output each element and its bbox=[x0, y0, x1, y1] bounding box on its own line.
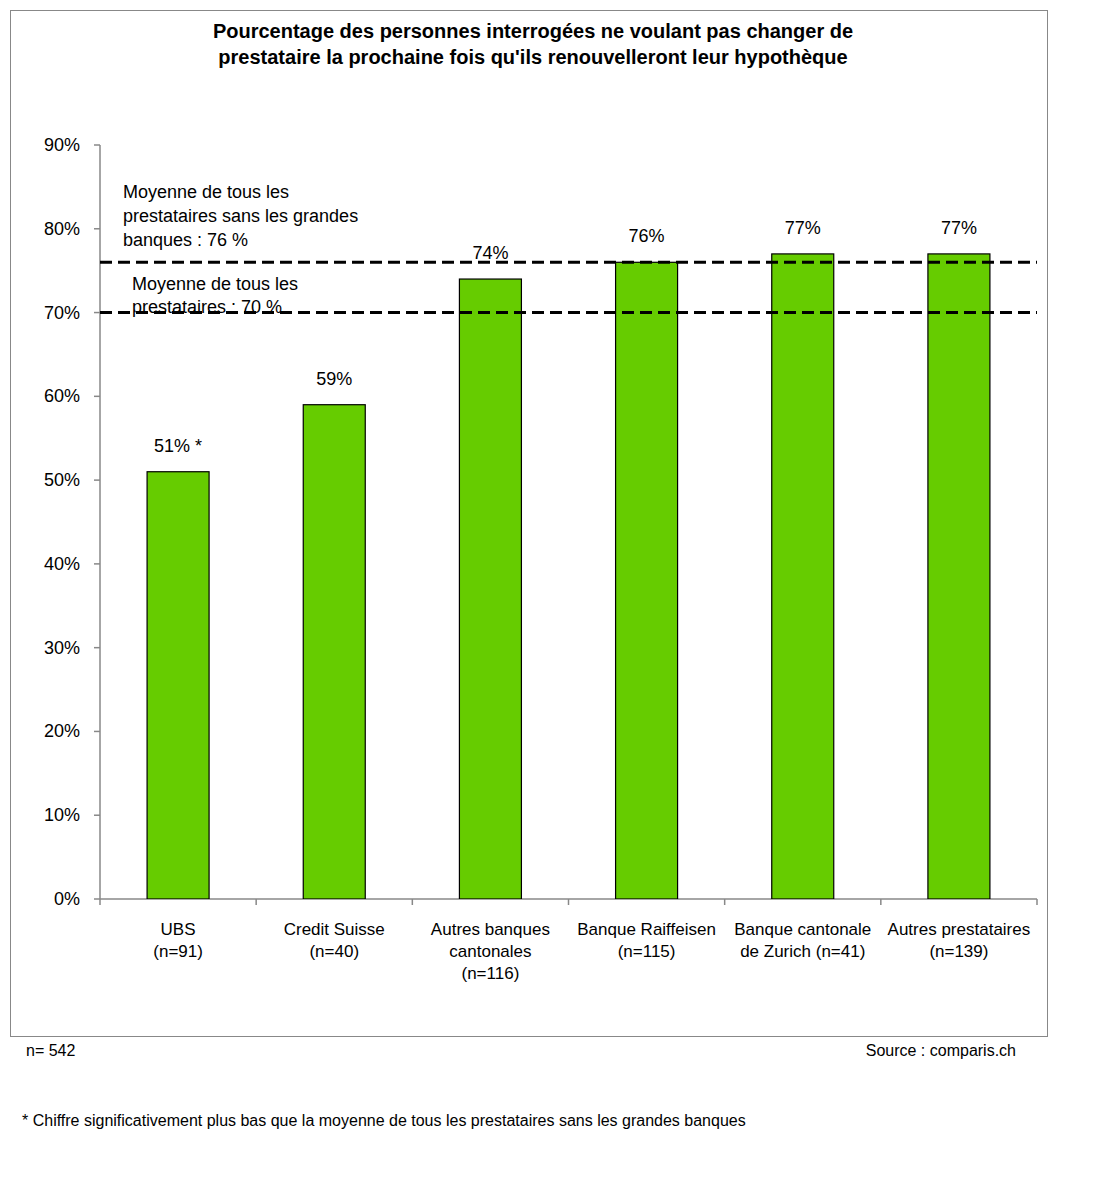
x-tick-label-line: (n=116) bbox=[462, 964, 520, 983]
x-tick-label: Banque cantonale de Zurich (n=41) bbox=[734, 920, 871, 961]
data-label: 77% bbox=[941, 218, 977, 238]
annotation-line: Moyenne de tous les bbox=[123, 182, 289, 202]
y-tick-label: 60% bbox=[44, 386, 80, 406]
bar bbox=[303, 405, 365, 899]
title: prestataire la prochaine fois qu'ils ren… bbox=[218, 46, 847, 68]
x-tick bbox=[880, 899, 882, 905]
y-tick bbox=[94, 814, 100, 816]
reference-line bbox=[100, 261, 1037, 264]
y-tick-label: 10% bbox=[44, 805, 80, 825]
data-label: 77% bbox=[785, 218, 821, 238]
chart: Pourcentage des personnes interrogées ne… bbox=[0, 0, 1101, 1200]
y-tick-label: 70% bbox=[44, 303, 80, 323]
x-tick-label-line: (n=139) bbox=[929, 942, 988, 961]
x-tick-label-line: (n=115) bbox=[618, 942, 676, 961]
y-tick-label: 30% bbox=[44, 638, 80, 658]
x-tick-label-line: Banque Raiffeisen bbox=[577, 920, 716, 939]
data-label: 76% bbox=[629, 226, 665, 246]
y-tick-label: 80% bbox=[44, 219, 80, 239]
data-label: 59% bbox=[316, 369, 352, 389]
y-tick-label: 50% bbox=[44, 470, 80, 490]
annotation-line: banques : 76 % bbox=[123, 230, 248, 250]
x-tick bbox=[568, 899, 570, 905]
y-tick bbox=[94, 312, 100, 314]
annotation-line: prestataires sans les grandes bbox=[123, 206, 358, 226]
y-tick bbox=[94, 647, 100, 649]
y-tick bbox=[94, 144, 100, 146]
x-tick-label-line: cantonales bbox=[449, 942, 531, 961]
x-tick-label: Autres prestataires (n=139) bbox=[888, 920, 1031, 961]
annotation: Moyenne de tous les prestataires : 70 % bbox=[132, 274, 298, 317]
y-tick bbox=[94, 479, 100, 481]
y-tick bbox=[94, 563, 100, 565]
x-tick-label: Credit Suisse (n=40) bbox=[284, 920, 385, 961]
y-tick-label: 90% bbox=[44, 135, 80, 155]
x-tick bbox=[1036, 899, 1038, 905]
x-tick-label-line: (n=91) bbox=[153, 942, 203, 961]
x-tick-label-line: de Zurich (n=41) bbox=[740, 942, 865, 961]
footnote: * Chiffre significativement plus bas que… bbox=[22, 1112, 746, 1129]
data-label: 74% bbox=[472, 243, 508, 263]
x-tick-label-line: Credit Suisse bbox=[284, 920, 385, 939]
bars bbox=[147, 254, 990, 899]
y-axis bbox=[99, 145, 101, 899]
x-tick-label-line: Autres prestataires bbox=[888, 920, 1031, 939]
x-tick-label-line: UBS bbox=[161, 920, 196, 939]
y-tick bbox=[94, 898, 100, 900]
annotation-line: Moyenne de tous les bbox=[132, 274, 298, 294]
y-tick-label: 40% bbox=[44, 554, 80, 574]
y-tick bbox=[94, 396, 100, 398]
x-tick bbox=[99, 899, 101, 905]
annotation-line: prestataires : 70 % bbox=[132, 297, 282, 317]
x-tick bbox=[412, 899, 414, 905]
x-tick-label: Autres banques cantonales (n=116) bbox=[431, 920, 550, 983]
x-tick-label: UBS (n=91) bbox=[153, 920, 203, 961]
source: Source : comparis.ch bbox=[866, 1042, 1016, 1059]
x-tick-label: Banque Raiffeisen (n=115) bbox=[577, 920, 716, 961]
bar bbox=[147, 472, 209, 899]
data-label: 51% * bbox=[154, 436, 202, 456]
bar bbox=[616, 262, 678, 899]
title: Pourcentage des personnes interrogées ne… bbox=[213, 20, 853, 42]
x-tick bbox=[724, 899, 726, 905]
bar bbox=[928, 254, 990, 899]
chart-frame bbox=[11, 11, 1048, 1037]
y-tick-label: 20% bbox=[44, 721, 80, 741]
bar bbox=[772, 254, 834, 899]
x-tick-label-line: Banque cantonale bbox=[734, 920, 871, 939]
bar bbox=[459, 279, 521, 899]
sample-size: n= 542 bbox=[26, 1042, 75, 1059]
x-tick-label-line: Autres banques bbox=[431, 920, 550, 939]
y-tick bbox=[94, 228, 100, 230]
x-tick-label-line: (n=40) bbox=[309, 942, 359, 961]
y-tick-label: 0% bbox=[54, 889, 80, 909]
x-tick bbox=[255, 899, 257, 905]
y-tick bbox=[94, 731, 100, 733]
annotation: Moyenne de tous les prestataires sans les… bbox=[123, 182, 358, 250]
